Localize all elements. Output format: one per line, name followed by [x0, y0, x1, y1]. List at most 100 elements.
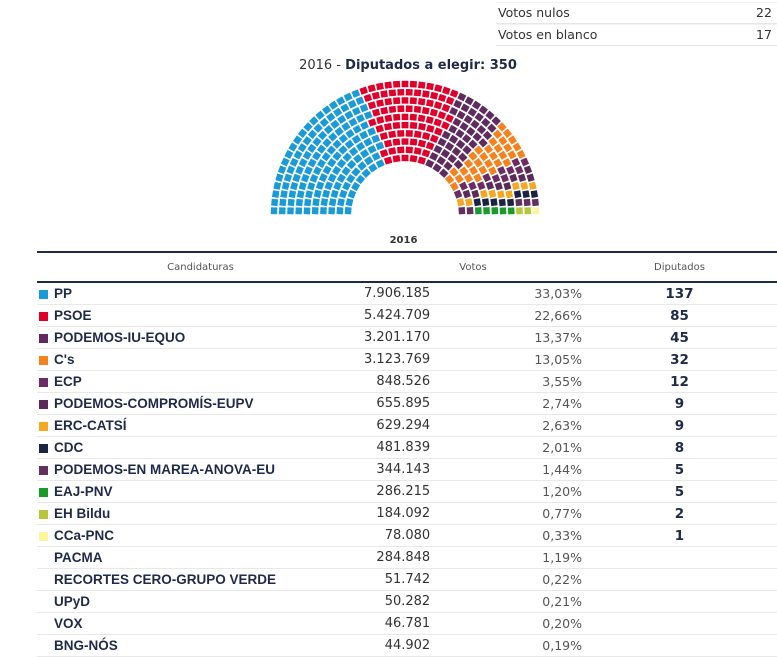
seat — [397, 88, 405, 96]
party-name: BNG-NÓS — [37, 634, 365, 657]
seat — [316, 144, 327, 154]
seat — [342, 152, 352, 162]
seat — [455, 139, 466, 150]
party-votes: 286.215 — [364, 480, 431, 503]
seat — [436, 156, 446, 166]
seat — [498, 150, 508, 160]
seat — [502, 128, 513, 138]
seat — [359, 86, 368, 95]
seat — [367, 127, 377, 136]
seat — [348, 117, 358, 127]
seat — [531, 198, 539, 207]
seat — [313, 123, 323, 133]
seat — [493, 143, 503, 153]
seat — [433, 118, 442, 127]
seat — [320, 198, 329, 207]
seat — [351, 167, 361, 177]
seat — [453, 189, 463, 199]
seat — [499, 207, 507, 215]
party-name: ERC-CATSÍ — [37, 414, 365, 437]
seat — [458, 207, 466, 215]
party-votes: 46.781 — [364, 612, 431, 635]
party-votes: 344.143 — [364, 458, 431, 481]
seat — [507, 198, 515, 207]
seat — [437, 137, 447, 147]
seat — [524, 207, 532, 215]
seat — [481, 117, 491, 128]
seat — [417, 98, 426, 106]
seat — [488, 166, 497, 176]
seat — [392, 154, 401, 163]
seat — [454, 174, 464, 184]
seat — [332, 139, 342, 149]
seat — [430, 91, 439, 100]
seat — [445, 96, 455, 106]
seat — [338, 145, 348, 155]
seat — [460, 103, 470, 113]
party-name: C's — [37, 348, 365, 371]
seat — [341, 166, 351, 176]
seat — [441, 103, 451, 113]
seat — [304, 166, 313, 175]
seat — [307, 129, 318, 139]
party-percent: 0,20% — [430, 612, 582, 635]
seat — [298, 182, 307, 191]
seat — [288, 190, 297, 199]
seat — [367, 101, 377, 110]
seat — [437, 93, 447, 103]
party-name: PODEMOS-IU-EQUO — [37, 326, 365, 349]
seat — [481, 198, 490, 207]
party-votes: 848.526 — [364, 370, 431, 393]
seat — [417, 122, 427, 131]
seat — [333, 181, 342, 191]
seat — [351, 134, 362, 144]
seat — [331, 165, 342, 176]
seat — [455, 129, 465, 139]
party-votes: 655.895 — [364, 392, 431, 415]
seat — [477, 181, 486, 191]
party-color-swatch — [39, 620, 48, 629]
seat — [340, 103, 350, 113]
seat — [478, 105, 488, 115]
seat — [468, 181, 477, 191]
seat — [417, 139, 427, 148]
seat — [347, 99, 357, 109]
seat — [421, 149, 431, 158]
seat — [491, 174, 501, 183]
seat — [444, 141, 455, 152]
seat — [516, 149, 526, 159]
seat — [371, 91, 380, 100]
seat — [507, 135, 518, 145]
seat — [488, 189, 497, 198]
seat — [328, 132, 338, 142]
seat — [307, 143, 317, 153]
seat — [413, 105, 422, 113]
seat — [353, 154, 363, 164]
seat — [441, 121, 450, 130]
seat — [309, 174, 319, 183]
party-name: RECORTES CERO-GRUPO VERDE — [37, 568, 365, 591]
seat — [295, 198, 303, 207]
seat — [297, 128, 308, 138]
seat — [474, 207, 482, 215]
seat — [307, 158, 317, 168]
seat — [498, 136, 508, 146]
seat — [355, 96, 365, 106]
seat — [452, 117, 462, 127]
seat — [488, 151, 498, 161]
seat — [466, 207, 474, 215]
party-color-swatch — [39, 356, 48, 365]
seat — [434, 84, 443, 93]
seat — [468, 151, 478, 161]
seat — [509, 173, 518, 183]
seat — [482, 173, 492, 183]
party-color-swatch — [39, 290, 48, 299]
seat — [307, 182, 316, 191]
party-percent: 22,66% — [430, 304, 582, 327]
party-percent: 13,05% — [430, 348, 582, 371]
seat — [453, 159, 464, 170]
seat — [312, 137, 322, 147]
party-votes: 5.424.709 — [364, 304, 431, 327]
seat — [517, 173, 527, 183]
party-percent: 0,19% — [430, 634, 582, 657]
